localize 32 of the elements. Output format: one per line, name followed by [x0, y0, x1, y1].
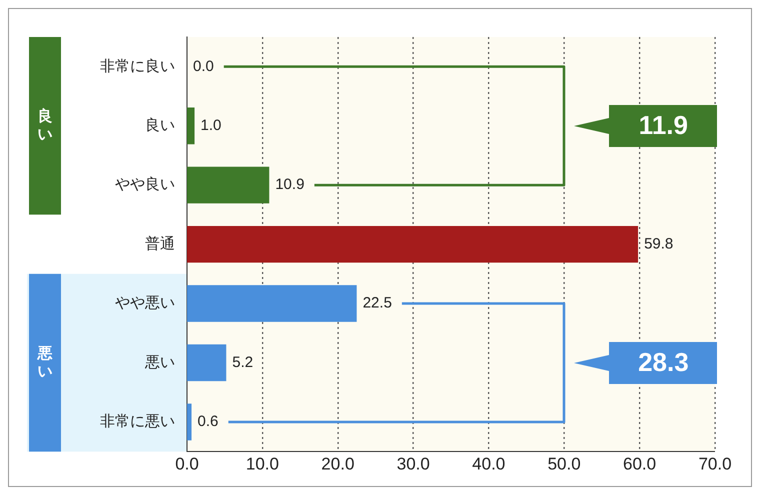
x-tick-label: 60.0 [623, 454, 656, 474]
x-tick-label: 30.0 [396, 454, 430, 474]
x-tick-label: 40.0 [472, 454, 506, 474]
text: 悪い [36, 344, 54, 380]
data-label: 5.2 [232, 354, 254, 371]
data-label: 0.0 [193, 58, 214, 75]
text: 良い [38, 106, 52, 143]
y-tick-label: 非常に悪い [100, 413, 175, 430]
x-tick-label: 20.0 [321, 454, 354, 474]
y-tick-label: 悪い [144, 354, 175, 371]
bar [187, 166, 270, 204]
data-label: 10.9 [275, 176, 304, 194]
y-tick-label: 非常に良い [100, 58, 175, 75]
x-tick-label: 0.0 [175, 454, 199, 474]
x-tick-label: 50.0 [548, 454, 581, 474]
annotation: 28.3 [609, 342, 718, 384]
annotation: 11.9 [609, 104, 718, 147]
data-label: 59.8 [644, 235, 674, 252]
bar [187, 107, 195, 144]
y-tick-label: やや良い [115, 176, 175, 194]
bar [187, 226, 638, 263]
y-tick-label: 普通 [145, 235, 175, 252]
x-tick-label: 10.0 [246, 454, 279, 474]
x-tick-label: 70.0 [698, 454, 732, 474]
y-tick-label: やや悪い [115, 294, 175, 312]
y-tick-label: 良い [145, 116, 175, 134]
data-label: 0.6 [198, 413, 218, 430]
data-label: 1.0 [200, 116, 222, 134]
bar [187, 344, 226, 382]
data-label: 22.5 [362, 294, 392, 312]
bar [187, 285, 357, 322]
bar [187, 404, 192, 440]
